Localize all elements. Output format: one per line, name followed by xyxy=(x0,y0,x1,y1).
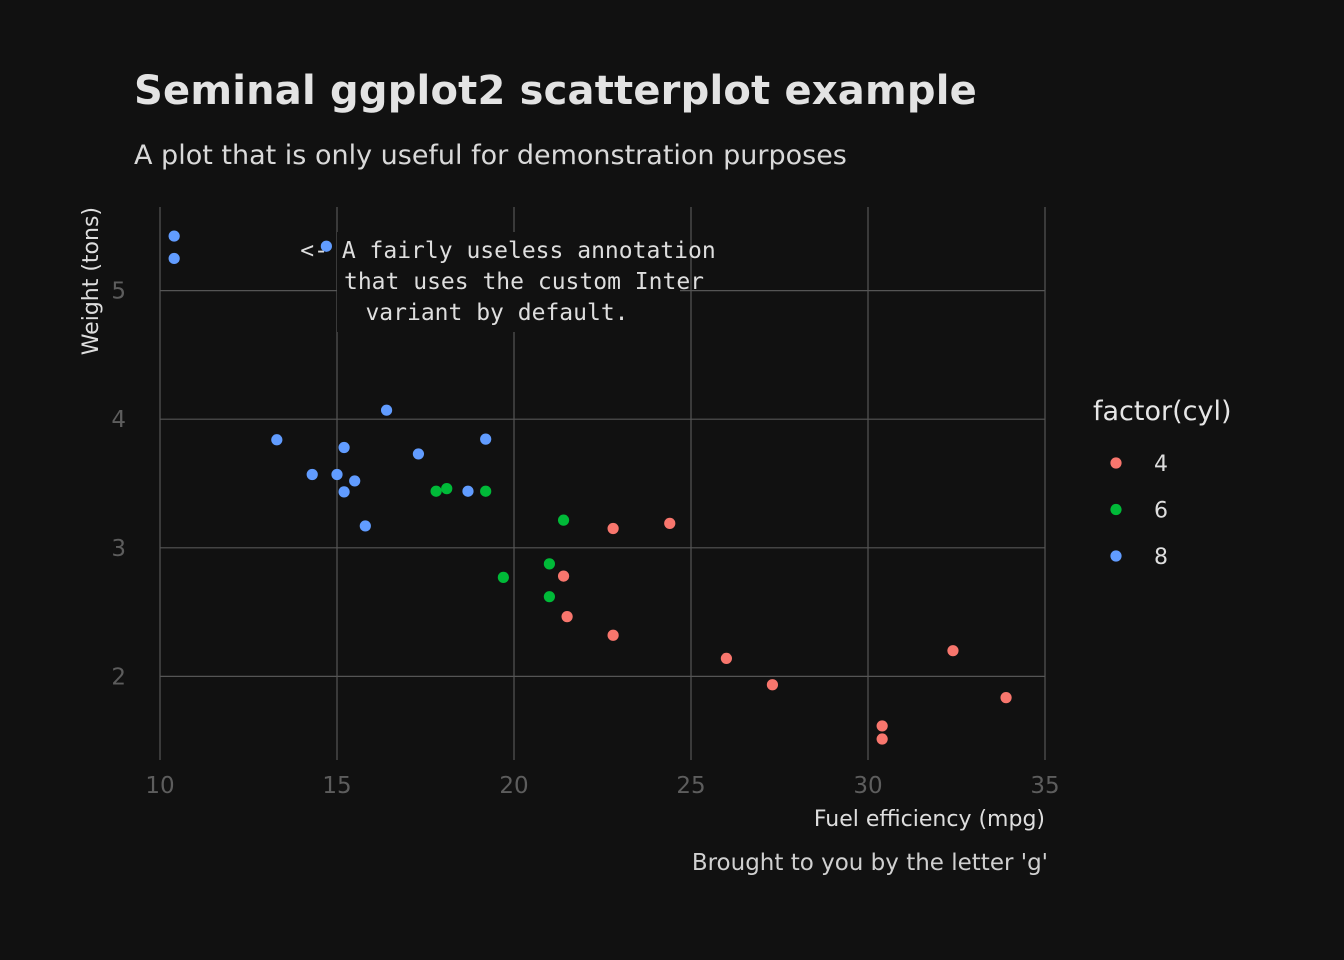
point-cyl6-5 xyxy=(430,485,442,497)
x-axis-title: Fuel efficiency (mpg) xyxy=(814,807,1045,832)
point-cyl8-9 xyxy=(338,486,350,498)
point-cyl6-0 xyxy=(543,591,556,603)
legend-label-4: 4 xyxy=(1154,452,1168,477)
point-cyl8-8 xyxy=(349,475,361,487)
point-cyl6-4 xyxy=(480,485,492,497)
point-cyl4-10 xyxy=(557,570,570,582)
annotation-line-1: <- A fairly useless annotation xyxy=(300,238,715,264)
annotation-group: <- A fairly useless annotation that uses… xyxy=(300,232,716,332)
point-cyl4-6 xyxy=(561,611,573,623)
point-cyl8-0 xyxy=(462,485,474,497)
point-cyl4-1 xyxy=(664,517,676,529)
point-cyl6-3 xyxy=(441,483,453,495)
y-axis-title: Weight (tons) xyxy=(79,207,104,355)
point-cyl8-13 xyxy=(331,468,343,481)
point-cyl4-7 xyxy=(766,679,779,691)
point-cyl8-10 xyxy=(271,434,283,446)
point-cyl4-3 xyxy=(947,645,959,657)
point-cyl8-11 xyxy=(480,433,492,445)
data-points xyxy=(168,230,1012,745)
point-cyl8-1 xyxy=(306,468,318,481)
x-tick-labels: 10 15 20 25 30 35 xyxy=(145,773,1059,799)
x-tick-label-15: 15 xyxy=(322,773,351,799)
y-tick-label-2: 2 xyxy=(111,664,126,690)
legend-items: 4 6 8 xyxy=(1110,452,1168,570)
point-cyl4-5 xyxy=(1000,692,1012,704)
x-tick-label-35: 35 xyxy=(1030,773,1059,799)
point-cyl6-6 xyxy=(497,571,509,583)
point-cyl4-9 xyxy=(876,733,888,745)
y-tick-label-3: 3 xyxy=(111,536,126,562)
point-cyl8-2 xyxy=(380,404,393,416)
x-tick-label-25: 25 xyxy=(676,773,705,799)
y-tick-labels: 2 3 4 5 xyxy=(111,279,126,691)
point-cyl4-2 xyxy=(607,522,619,535)
point-cyl8-3 xyxy=(412,448,425,460)
legend-label-8: 8 xyxy=(1154,545,1168,570)
chart-subtitle: A plot that is only useful for demonstra… xyxy=(134,140,847,171)
point-cyl4-0 xyxy=(607,629,619,641)
point-cyl8-4 xyxy=(338,441,350,454)
legend-title: factor(cyl) xyxy=(1093,396,1232,427)
point-cyl8-5 xyxy=(168,252,180,265)
chart-caption: Brought to you by the letter 'g' xyxy=(691,850,1048,876)
legend-key-6 xyxy=(1110,503,1122,516)
legend-label-6: 6 xyxy=(1154,499,1168,524)
y-tick-label-5: 5 xyxy=(111,279,126,305)
y-tick-label-4: 4 xyxy=(111,407,126,433)
annotation-line-2: that uses the custom Inter xyxy=(344,269,704,295)
point-cyl4-4 xyxy=(876,720,888,732)
point-cyl8-6 xyxy=(168,230,180,242)
point-cyl6-1 xyxy=(543,558,556,570)
annotation-line-3: variant by default. xyxy=(365,300,628,326)
x-tick-label-20: 20 xyxy=(499,773,528,799)
x-tick-label-10: 10 xyxy=(145,773,174,799)
gridlines xyxy=(159,207,1046,760)
point-cyl4-8 xyxy=(720,652,733,665)
point-cyl6-2 xyxy=(557,514,570,526)
point-cyl8-7 xyxy=(320,240,332,252)
chart-title: Seminal ggplot2 scatterplot example xyxy=(134,68,977,114)
legend: factor(cyl) 4 6 8 xyxy=(1093,396,1232,570)
x-tick-label-30: 30 xyxy=(853,773,882,799)
point-cyl8-12 xyxy=(359,520,371,532)
legend-key-8 xyxy=(1110,550,1122,562)
legend-key-4 xyxy=(1110,457,1122,469)
annotation-background xyxy=(337,232,680,332)
